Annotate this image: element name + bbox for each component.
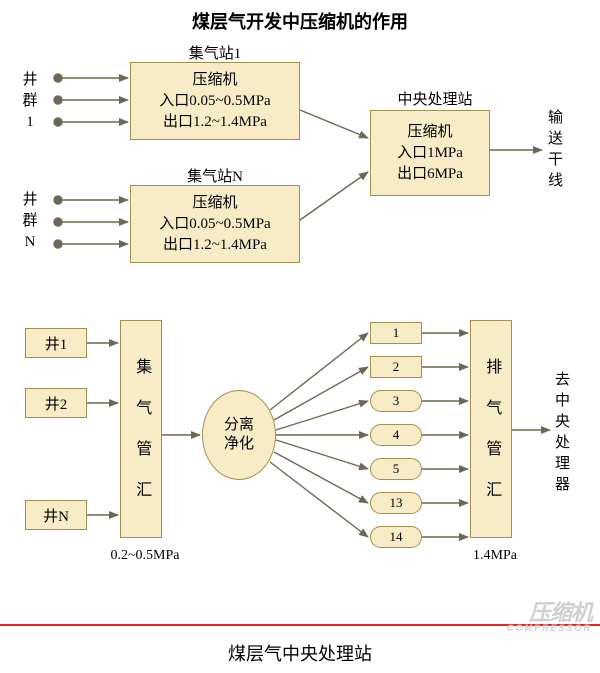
- compressor-1-l1: 压缩机: [192, 70, 237, 91]
- central-l3: 出口6MPa: [397, 164, 463, 185]
- well-2: 井2: [25, 388, 87, 418]
- discharge-pressure: 1.4MPa: [455, 548, 535, 564]
- compressor-n-l1: 压缩机: [192, 193, 237, 214]
- unit-1: 1: [370, 322, 422, 344]
- top-output-label: 输送干线: [548, 108, 563, 192]
- diagram-canvas: 煤层气开发中压缩机的作用 井群1 井群N 集气站1 压缩机 入口0.05~0.5…: [0, 0, 600, 673]
- gather-manifold-text: 集 气 管 汇: [130, 358, 152, 501]
- compressor-n-box: 压缩机 入口0.05~0.5MPa 出口1.2~1.4MPa: [130, 185, 300, 263]
- bottom-output-label: 去中央处理器: [555, 370, 570, 496]
- central-l2: 入口1MPa: [397, 143, 463, 164]
- discharge-manifold-text: 排 气 管 汇: [480, 358, 502, 501]
- discharge-manifold: 排 气 管 汇: [470, 320, 512, 538]
- watermark-main: 压缩机: [529, 600, 592, 625]
- compressor-1-box: 压缩机 入口0.05~0.5MPa 出口1.2~1.4MPa: [130, 62, 300, 140]
- unit-2: 2: [370, 356, 422, 378]
- well-group-n-label: 井群N: [18, 190, 42, 253]
- station-1-label: 集气站1: [130, 42, 300, 63]
- unit-5: 5: [370, 458, 422, 480]
- compressor-1-l3: 出口1.2~1.4MPa: [163, 112, 267, 133]
- unit-14: 14: [370, 526, 422, 548]
- central-l1: 压缩机: [407, 122, 452, 143]
- separator-oval: 分离 净化: [202, 390, 276, 480]
- gather-manifold: 集 气 管 汇: [120, 320, 162, 538]
- caption: 煤层气中央处理站: [0, 640, 600, 666]
- central-compressor-box: 压缩机 入口1MPa 出口6MPa: [370, 110, 490, 196]
- station-n-label: 集气站N: [130, 165, 300, 186]
- unit-13: 13: [370, 492, 422, 514]
- well-1: 井1: [25, 328, 87, 358]
- central-station-label: 中央处理站: [370, 88, 500, 109]
- page-title: 煤层气开发中压缩机的作用: [0, 8, 600, 34]
- separator-text: 分离 净化: [224, 416, 254, 455]
- watermark: 压缩机 COMPRESSOR: [507, 602, 592, 633]
- compressor-n-l2: 入口0.05~0.5MPa: [159, 214, 270, 235]
- compressor-1-l2: 入口0.05~0.5MPa: [159, 91, 270, 112]
- well-n: 井N: [25, 500, 87, 530]
- unit-4: 4: [370, 424, 422, 446]
- gather-pressure: 0.2~0.5MPa: [85, 548, 205, 564]
- compressor-n-l3: 出口1.2~1.4MPa: [163, 235, 267, 256]
- well-group-1-label: 井群1: [18, 70, 42, 133]
- unit-3: 3: [370, 390, 422, 412]
- watermark-sub: COMPRESSOR: [507, 624, 592, 633]
